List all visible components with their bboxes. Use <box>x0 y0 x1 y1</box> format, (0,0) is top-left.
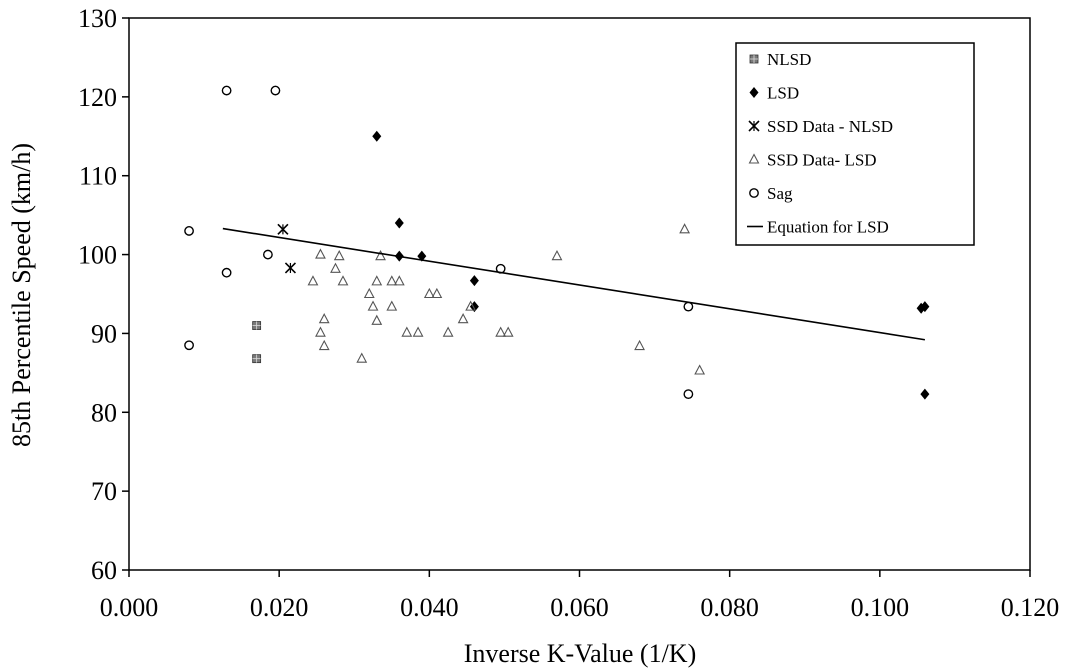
y-axis-title: 85th Percentile Speed (km/h) <box>7 143 36 447</box>
point-lsd <box>394 217 404 229</box>
legend-swatch-sag <box>749 188 759 198</box>
series-line-equation-for-lsd <box>222 227 926 341</box>
point-ssd-data-lsd <box>333 249 345 261</box>
legend-swatch-ssd-data-nlsd <box>748 120 760 132</box>
point-ssd-data-lsd <box>367 300 379 311</box>
point-ssd-data-lsd <box>401 326 413 337</box>
point-sag <box>683 389 694 400</box>
point-ssd-data-lsd <box>393 275 405 286</box>
point-lsd <box>372 130 382 142</box>
y-tick-label: 110 <box>79 162 117 191</box>
point-ssd-data-lsd <box>431 287 443 299</box>
point-ssd-data-lsd <box>465 300 477 311</box>
point-sag <box>184 340 194 351</box>
x-tick-label: 0.020 <box>250 593 309 622</box>
point-ssd-data-lsd <box>386 300 398 311</box>
x-tick-label: 0.100 <box>851 593 910 622</box>
y-axis: 60 70 80 90 100 110 120 130 <box>78 4 129 585</box>
point-ssd-data-lsd <box>386 275 398 286</box>
point-sag <box>221 85 232 96</box>
legend-entry-ssd-data-nlsd: SSD Data - NLSD <box>767 117 893 136</box>
point-lsd <box>469 275 479 287</box>
point-ssd-data-lsd <box>457 313 469 324</box>
point-ssd-data-lsd <box>679 223 691 234</box>
x-tick-label: 0.060 <box>550 593 609 622</box>
point-ssd-data-nlsd <box>284 262 296 274</box>
point-ssd-data-lsd <box>694 364 706 375</box>
point-lsd <box>920 301 930 313</box>
point-sag <box>221 267 232 278</box>
point-ssd-data-lsd <box>318 339 330 351</box>
point-sag <box>683 301 694 312</box>
data-points <box>184 85 930 400</box>
point-ssd-data-lsd <box>315 326 326 337</box>
point-lsd <box>920 388 930 400</box>
x-tick-label: 0.080 <box>700 593 759 622</box>
point-sag <box>184 226 194 236</box>
legend-swatch-lsd <box>749 87 759 98</box>
point-ssd-data-lsd <box>551 249 563 261</box>
legend-entry-lsd: LSD <box>767 84 799 103</box>
point-ssd-data-lsd <box>356 352 368 363</box>
point-sag <box>270 85 281 96</box>
point-nlsd <box>252 321 262 330</box>
legend-entry-equation-for-lsd: Equation for LSD <box>767 218 889 237</box>
point-ssd-data-nlsd <box>277 223 289 235</box>
point-ssd-data-lsd <box>330 262 341 273</box>
point-ssd-data-lsd <box>371 275 383 286</box>
point-ssd-data-lsd <box>315 248 326 259</box>
legend-entry-nlsd: NLSD <box>767 50 811 69</box>
y-tick-label: 60 <box>91 556 117 585</box>
point-ssd-data-lsd <box>375 249 386 261</box>
point-ssd-data-lsd <box>363 287 375 299</box>
point-sag <box>263 249 273 260</box>
x-axis: 0.000 0.020 0.040 0.060 0.080 0.100 0.120 <box>100 570 1060 622</box>
y-tick-label: 100 <box>78 241 117 270</box>
point-ssd-data-lsd <box>495 326 507 337</box>
point-ssd-data-lsd <box>442 326 454 337</box>
y-tick-label: 70 <box>91 477 117 506</box>
x-axis-title: Inverse K-Value (1/K) <box>464 639 696 668</box>
point-ssd-data-lsd <box>502 326 514 337</box>
y-tick-label: 90 <box>91 319 117 348</box>
point-ssd-data-lsd <box>337 275 349 286</box>
x-tick-label: 0.000 <box>100 593 159 622</box>
legend-box <box>735 42 975 246</box>
x-tick-label: 0.120 <box>1001 593 1060 622</box>
fit-line-group <box>222 227 926 341</box>
point-ssd-data-lsd <box>371 314 383 325</box>
y-tick-label: 80 <box>91 398 117 427</box>
legend: NLSD LSD SSD Data - NLSD SSD Data- LSD Sag Eq… <box>735 42 975 246</box>
legend-entry-sag: Sag <box>767 184 793 203</box>
legend-swatch-nlsd <box>749 54 759 64</box>
x-tick-label: 0.040 <box>400 593 459 622</box>
point-ssd-data-lsd <box>634 339 645 351</box>
point-nlsd <box>252 354 262 364</box>
point-ssd-data-lsd <box>412 326 424 337</box>
point-ssd-data-lsd <box>307 275 319 286</box>
legend-swatch-ssd-data-lsd <box>748 153 760 164</box>
legend-entry-ssd-data-lsd: SSD Data- LSD <box>767 151 877 170</box>
point-ssd-data-lsd <box>423 287 435 299</box>
y-tick-label: 120 <box>78 83 117 112</box>
y-tick-label: 130 <box>78 4 117 33</box>
point-ssd-data-lsd <box>318 313 330 324</box>
